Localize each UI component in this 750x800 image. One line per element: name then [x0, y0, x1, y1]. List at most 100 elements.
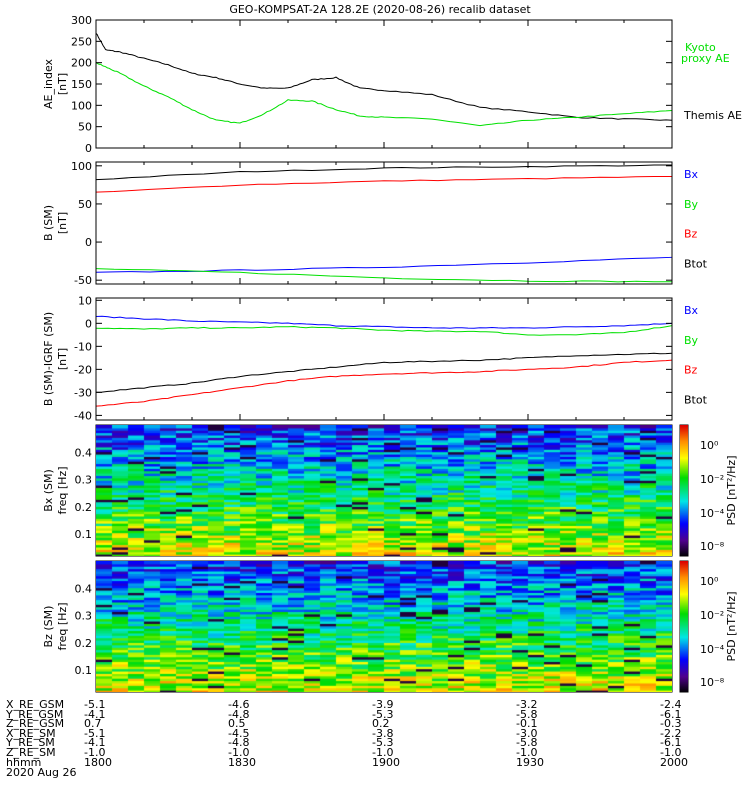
ephemeris-value: 1800	[84, 755, 112, 769]
ephemeris-value: -2.2	[660, 726, 682, 740]
y-tick-label: 0	[85, 142, 92, 155]
y-tick-label: -30	[74, 386, 92, 399]
ephemeris-value: -4.6	[228, 698, 250, 711]
legend-bz: Bz	[684, 364, 698, 377]
legend-bx: Bx	[684, 168, 699, 181]
figure-title: GEO-KOMPSAT-2A 128.2E (2020-08-26) recal…	[229, 3, 531, 16]
ephemeris-value: -4.1	[84, 707, 106, 721]
legend-btot: Btot	[684, 257, 708, 270]
legend-themis: Themis AE	[683, 109, 742, 122]
y-tick-label: 100	[71, 160, 92, 173]
series-bz-line	[95, 359, 673, 407]
colorbar-tick: 10⁻⁴	[700, 643, 725, 656]
y-tick-label: 0.2	[75, 637, 93, 650]
ephemeris-value: -0.3	[660, 717, 682, 731]
ephemeris-value: -5.8	[516, 707, 538, 721]
ephemeris-value: -5.3	[372, 736, 394, 750]
series-btot-line	[95, 352, 673, 393]
colorbar-tick: 10⁻⁴	[700, 507, 725, 520]
ephemeris-value: -4.5	[228, 726, 250, 740]
ephemeris-row-label: Z_RE_GSM	[6, 717, 65, 731]
ephemeris-value: 0.7	[84, 717, 102, 731]
series-bx-line	[95, 315, 673, 329]
y-axis-unit: freq [Hz]	[56, 466, 69, 514]
ephemeris-value: -4.1	[84, 736, 106, 750]
series-by-line	[95, 325, 673, 336]
series-kyoto-proxy-ae-line	[95, 61, 673, 127]
ephemeris-value: -1.0	[228, 746, 250, 759]
y-tick-label: 0.1	[75, 528, 93, 541]
y-tick-label: 0.2	[75, 501, 93, 514]
colorbar-bx	[680, 425, 688, 556]
ephemeris-row-label: Y_RE_SM	[6, 736, 55, 750]
y-tick-label: 0.1	[75, 664, 93, 677]
y-axis-label: B (SM)	[42, 205, 55, 241]
ephemeris-value: -4.8	[228, 707, 250, 721]
y-tick-label: 300	[71, 14, 92, 27]
ephemeris-value: -0.1	[516, 717, 538, 731]
bx-spectrogram	[96, 425, 672, 556]
ephemeris-value: -5.8	[516, 736, 538, 750]
legend-bz: Bz	[684, 228, 698, 241]
y-tick-label: -10	[74, 340, 92, 353]
colorbar-label: PSD [nT²/Hz]	[725, 591, 738, 661]
ephemeris-value: -4.8	[228, 736, 250, 750]
ephemeris-row-label: Y_RE_GSM	[6, 707, 64, 721]
y-tick-label: 50	[78, 121, 92, 134]
ephemeris-value: -3.8	[372, 726, 394, 740]
date-label: 2020 Aug 26	[6, 766, 77, 779]
panel-frame	[95, 19, 673, 149]
ephemeris-value: -6.1	[660, 736, 682, 750]
legend-btot: Btot	[684, 393, 708, 406]
y-tick-label: 0.3	[75, 610, 93, 623]
legend-by: By	[684, 334, 699, 347]
ephemeris-value: -3.0	[516, 726, 538, 740]
y-tick-label: -40	[74, 409, 92, 422]
legend-kyoto: Kyoto	[685, 41, 716, 54]
ephemeris-value: -5.1	[84, 726, 106, 740]
y-axis-unit: [nT]	[56, 73, 69, 95]
legend-bx: Bx	[684, 304, 699, 317]
colorbar-tick: 10⁻⁸	[700, 540, 725, 553]
colorbar-tick: 10⁻⁸	[700, 676, 725, 689]
ephemeris-row-label: X_RE_GSM	[6, 698, 65, 711]
legend-by: By	[684, 198, 699, 211]
ephemeris-value: -3.2	[516, 698, 538, 711]
y-tick-label: 150	[71, 78, 92, 91]
series-bx-line	[95, 256, 673, 273]
colorbar-label: PSD [nT²/Hz]	[725, 455, 738, 525]
ephemeris-value: -2.4	[660, 698, 682, 711]
y-tick-label: -20	[74, 363, 92, 376]
y-tick-label: 0.4	[75, 446, 93, 459]
y-tick-label: 200	[71, 57, 92, 70]
panel-frame	[95, 297, 673, 421]
colorbar-tick: 10⁰	[700, 575, 719, 588]
ephemeris-value: -1.0	[660, 746, 682, 759]
ephemeris-row-label: hhmm	[6, 755, 42, 769]
y-tick-label: -50	[74, 274, 92, 287]
ephemeris-value: -1.0	[372, 746, 394, 759]
y-tick-label: 250	[71, 35, 92, 48]
legend-kyoto-proxy: proxy AE	[681, 52, 730, 65]
ephemeris-row-label: X_RE_SM	[6, 726, 56, 740]
y-tick-label: 0	[85, 317, 92, 330]
ephemeris-row-label: Z_RE_SM	[6, 746, 56, 759]
y-axis-label: Bz (SM)	[42, 606, 55, 648]
ephemeris-value: 1900	[372, 755, 400, 769]
y-axis-unit: freq [Hz]	[56, 602, 69, 650]
series-bz-line	[95, 175, 673, 193]
ephemeris-value: -5.3	[372, 707, 394, 721]
ephemeris-value: 1930	[516, 755, 544, 769]
y-tick-label: 0	[85, 236, 92, 249]
colorbar-tick: 10⁰	[700, 439, 719, 452]
bz-spectrogram	[96, 561, 672, 692]
y-tick-label: 10	[78, 294, 92, 307]
colorbar-tick: 10⁻²	[700, 609, 724, 622]
series-themis-ae-line	[95, 32, 673, 121]
colorbar-bz	[680, 561, 688, 692]
ephemeris-value: 0.5	[228, 717, 246, 731]
ephemeris-value: -5.1	[84, 698, 106, 711]
ephemeris-value: -1.0	[516, 746, 538, 759]
y-tick-label: 0.4	[75, 582, 93, 595]
y-axis-unit: [nT]	[56, 348, 69, 370]
